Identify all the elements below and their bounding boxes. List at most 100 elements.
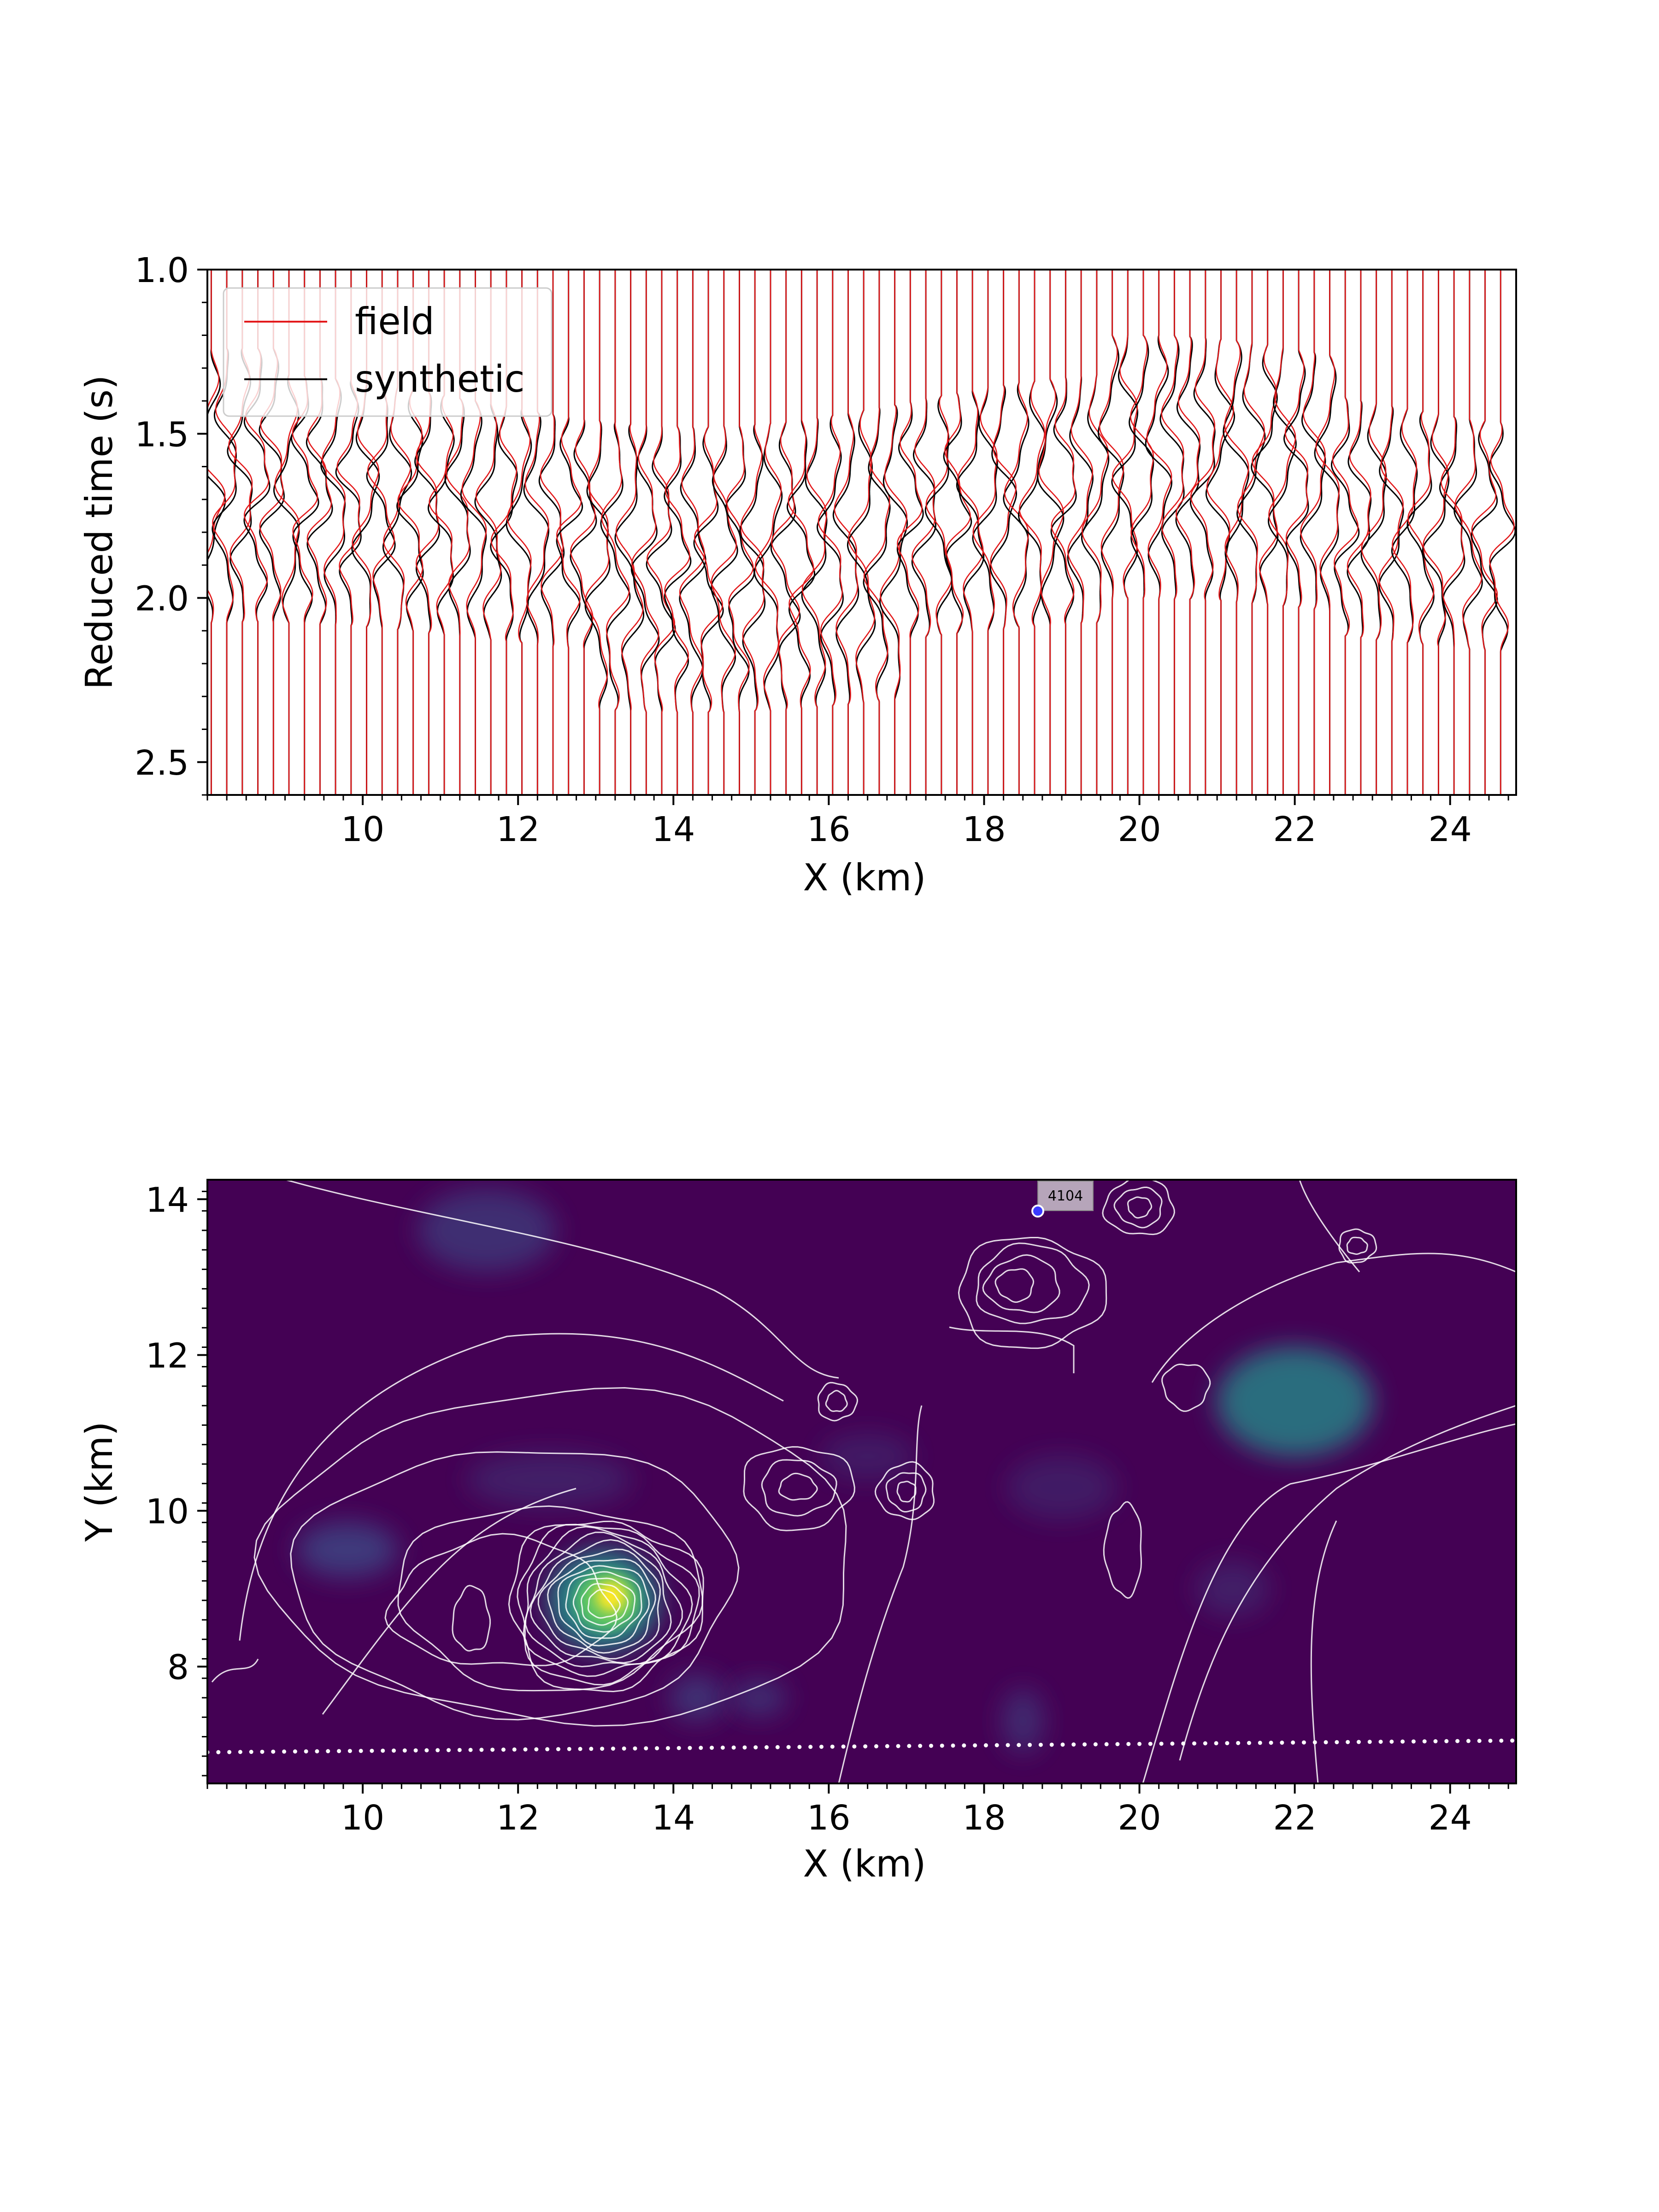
x-tick-label: 22 (1273, 810, 1317, 849)
receiver-dot (1488, 1738, 1493, 1743)
receiver-dot (249, 1750, 253, 1754)
contour-line (817, 1382, 859, 1422)
receiver-dot (1192, 1741, 1197, 1746)
field-trace (1347, 270, 1371, 795)
field-trace (1300, 270, 1326, 795)
field-trace (1441, 270, 1465, 795)
colour-field-blob (731, 1679, 787, 1717)
receiver-dot (1269, 1741, 1273, 1745)
field-trace (1224, 270, 1249, 795)
x-tick-label: 12 (496, 1798, 540, 1838)
field-trace (1038, 270, 1064, 795)
field-trace (601, 270, 630, 795)
field-trace (1471, 270, 1498, 795)
receiver-dot (742, 1745, 747, 1750)
colour-field-blob (669, 1675, 724, 1721)
receiver-dot (731, 1745, 736, 1750)
receiver-dot (918, 1744, 923, 1748)
receiver-dot (1510, 1738, 1515, 1743)
receiver-dot (1060, 1742, 1065, 1747)
field-trace (1146, 270, 1172, 795)
contour-line (1151, 1253, 1516, 1383)
receiver-dot (1082, 1742, 1087, 1747)
contour-line (239, 1333, 784, 1641)
receiver-dot (797, 1745, 802, 1749)
map-ticks: 10 12 14 16 18 20 22 24 8 10 12 14 (146, 1180, 1509, 1838)
receiver-dot (765, 1745, 769, 1750)
y-tick-label: 1.0 (135, 251, 189, 290)
field-trace (1112, 270, 1138, 795)
receiver-dot (962, 1743, 966, 1748)
receiver-dot (863, 1744, 868, 1749)
x-tick-label: 20 (1118, 810, 1161, 849)
contour-line (211, 1659, 259, 1683)
field-trace (1161, 270, 1184, 795)
field-trace (631, 270, 659, 795)
x-tick-label: 10 (341, 810, 384, 849)
x-tick-label: 16 (807, 1798, 850, 1838)
source-marker-group[interactable]: 4104 (1031, 1181, 1094, 1218)
field-trace (944, 270, 971, 795)
field-trace (1067, 270, 1094, 795)
field-trace (1190, 270, 1216, 795)
colour-field-blob (1002, 1688, 1044, 1753)
field-trace (912, 270, 935, 795)
receiver-dot (589, 1747, 594, 1751)
receiver-dot (1389, 1739, 1394, 1744)
legend[interactable]: field synthetic (223, 287, 553, 417)
colour-field-blob (1195, 1561, 1270, 1617)
receiver-dot (699, 1746, 703, 1750)
receiver-dot (1126, 1741, 1131, 1746)
receiver-dot (1159, 1741, 1164, 1746)
contour-line (565, 1571, 642, 1639)
map-panel: 4104 10 12 14 16 18 20 22 24 8 10 12 14 X (km) Y (k… (78, 1179, 1517, 1885)
contour-line (885, 1472, 927, 1512)
receiver-dot (1104, 1742, 1109, 1747)
receiver-dot (808, 1745, 813, 1749)
receiver-dot (1378, 1740, 1383, 1744)
receiver-dot (479, 1747, 484, 1752)
contour-line (1299, 1180, 1360, 1272)
field-trace (1268, 270, 1296, 795)
record-section-x-axis-label: X (km) (803, 856, 926, 899)
record-section-panel: 10 12 14 16 18 20 22 24 1.0 1.5 2.0 2.5 X (km) Redu… (78, 251, 1517, 899)
receiver-dot (293, 1749, 297, 1754)
receiver-dot (238, 1750, 242, 1754)
contour-line (397, 1505, 703, 1692)
contour-line (1161, 1363, 1211, 1412)
field-trace (1018, 270, 1046, 795)
field-trace (990, 270, 1017, 795)
field-trace (754, 270, 782, 795)
contour-line (547, 1559, 656, 1654)
receiver-dot (1017, 1743, 1021, 1747)
field-trace (694, 270, 724, 795)
receiver-dot (402, 1748, 407, 1753)
receiver-dot (468, 1747, 473, 1752)
x-tick-label: 22 (1273, 1798, 1317, 1838)
receiver-dot (381, 1748, 385, 1753)
colour-field-blob (296, 1522, 398, 1577)
receiver-dot (1258, 1741, 1262, 1745)
receiver-dot (337, 1749, 341, 1753)
contour-line (523, 1526, 693, 1677)
receiver-dot (326, 1749, 330, 1753)
source-marker[interactable] (1031, 1205, 1044, 1218)
contour-line (508, 1520, 704, 1693)
receiver-dot (556, 1747, 560, 1752)
field-trace (863, 270, 890, 795)
receiver-dot (359, 1748, 363, 1753)
field-trace (1423, 270, 1449, 795)
receiver-dot (1247, 1741, 1251, 1745)
receiver-dot (1356, 1740, 1361, 1744)
field-trace (570, 270, 596, 795)
contour-lines (211, 1180, 1516, 1783)
contour-line (896, 1481, 917, 1503)
receiver-dot (1170, 1741, 1175, 1746)
contour-line (253, 1387, 847, 1727)
field-trace (1051, 270, 1076, 795)
receiver-dot (753, 1745, 758, 1750)
receiver-dot (940, 1743, 944, 1748)
receiver-dot (665, 1746, 670, 1750)
x-tick-label: 14 (652, 810, 695, 849)
field-trace (834, 270, 859, 795)
